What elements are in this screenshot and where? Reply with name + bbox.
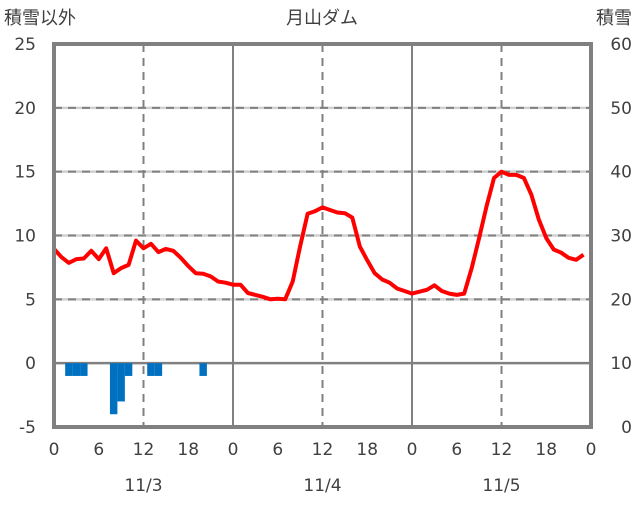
x-tick-label: 6 xyxy=(451,440,462,460)
x-tick-label: 12 xyxy=(312,440,334,460)
chart-title: 月山ダム xyxy=(286,8,358,29)
x-tick-label: 0 xyxy=(49,440,60,460)
x-tick-label: 12 xyxy=(133,440,155,460)
precipitation-bar xyxy=(109,363,118,415)
precipitation-bar xyxy=(80,363,88,376)
precipitation-bar xyxy=(147,363,155,376)
precipitation-bar xyxy=(199,363,207,376)
right-tick-label: 10 xyxy=(610,354,632,374)
x-tick-label: 12 xyxy=(491,440,513,460)
precipitation-bar xyxy=(124,363,133,376)
x-tick-label: 0 xyxy=(228,440,239,460)
x-tick-label: 6 xyxy=(272,440,283,460)
right-tick-label: 30 xyxy=(610,227,632,247)
x-tick-label: 18 xyxy=(535,440,557,460)
precipitation-bar xyxy=(72,363,81,376)
left-tick-label: 25 xyxy=(14,35,36,55)
left-tick-label: 10 xyxy=(14,227,36,247)
x-tick-label: 18 xyxy=(356,440,378,460)
plot-frame xyxy=(52,42,593,429)
left-tick-label: 0 xyxy=(25,354,36,374)
left-tick-label: 5 xyxy=(25,290,36,310)
date-label: 11/3 xyxy=(124,476,162,496)
grid xyxy=(54,44,591,427)
temperature-line xyxy=(52,169,585,302)
left-tick-label: 15 xyxy=(14,163,36,183)
right-tick-label: 60 xyxy=(610,35,632,55)
left-axis-title: 積雪以外 xyxy=(4,8,76,29)
x-tick-label: 0 xyxy=(586,440,597,460)
precipitation-bar xyxy=(154,363,163,376)
precipitation-bar xyxy=(117,363,125,402)
x-tick-label: 6 xyxy=(93,440,104,460)
x-tick-label: 0 xyxy=(407,440,418,460)
precipitation-bars xyxy=(65,363,207,415)
precipitation-bar xyxy=(65,363,73,376)
left-tick-label: 20 xyxy=(14,99,36,119)
right-tick-label: 0 xyxy=(621,418,632,438)
date-label: 11/5 xyxy=(482,476,520,496)
right-tick-label: 20 xyxy=(610,290,632,310)
x-tick-label: 18 xyxy=(177,440,199,460)
right-tick-label: 50 xyxy=(610,99,632,119)
left-tick-label: -5 xyxy=(19,418,36,438)
right-tick-label: 40 xyxy=(610,163,632,183)
date-label: 11/4 xyxy=(303,476,341,496)
right-axis-title: 積雪 xyxy=(596,8,632,29)
